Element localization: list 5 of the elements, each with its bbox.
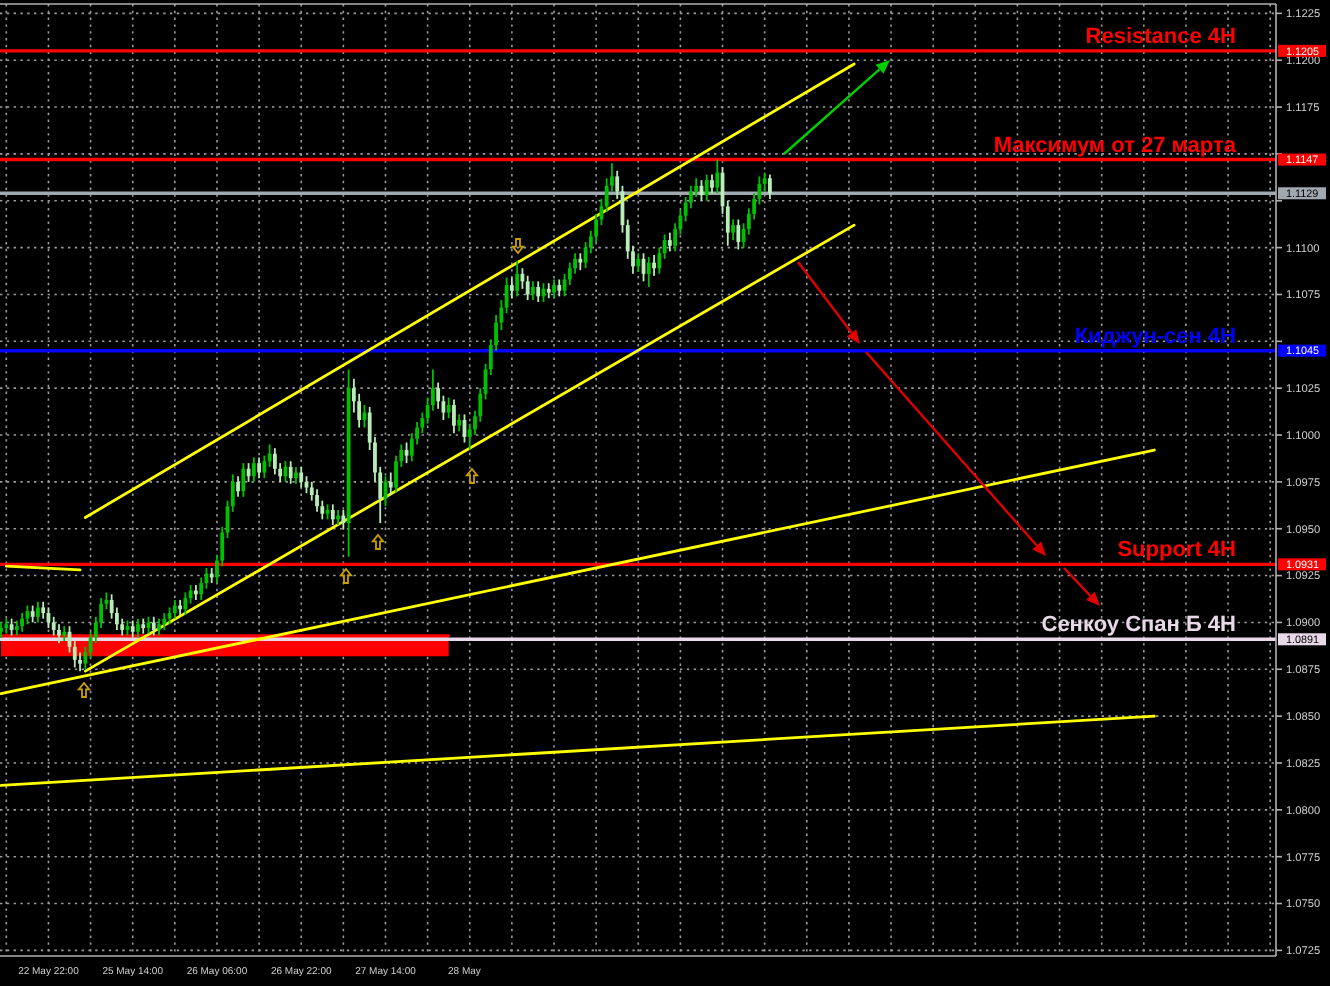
ref-line-label: Resistance 4H	[1085, 24, 1237, 49]
ref-line-label: Support 4H	[1117, 538, 1237, 563]
ref-line-label: Киджун-сен 4H	[1074, 324, 1237, 349]
ref-line-label: Максимум от 27 марта	[993, 133, 1238, 158]
ref-line-label: Сенкоу Спан Б 4H	[1041, 613, 1237, 638]
